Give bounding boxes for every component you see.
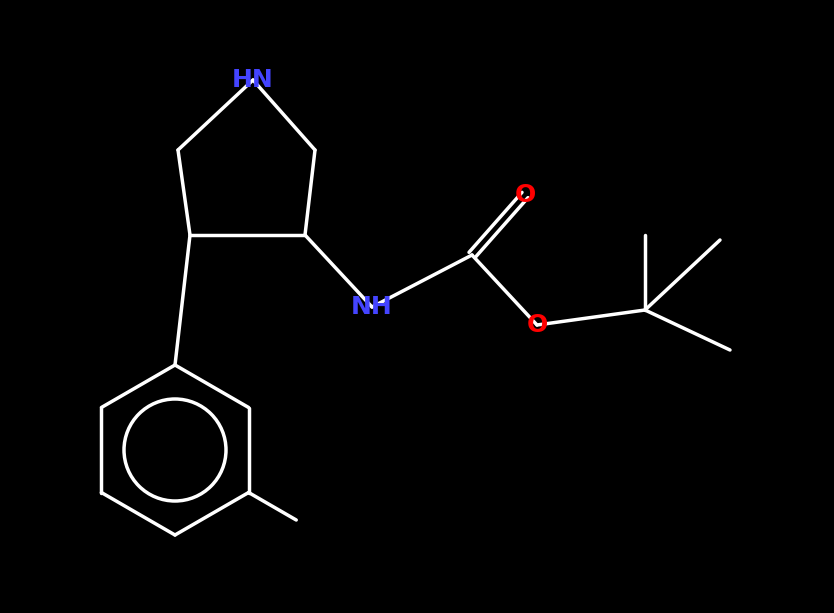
Text: O: O <box>526 313 548 337</box>
Text: HN: HN <box>232 68 274 92</box>
Text: NH: NH <box>351 295 393 319</box>
Text: O: O <box>515 183 535 207</box>
